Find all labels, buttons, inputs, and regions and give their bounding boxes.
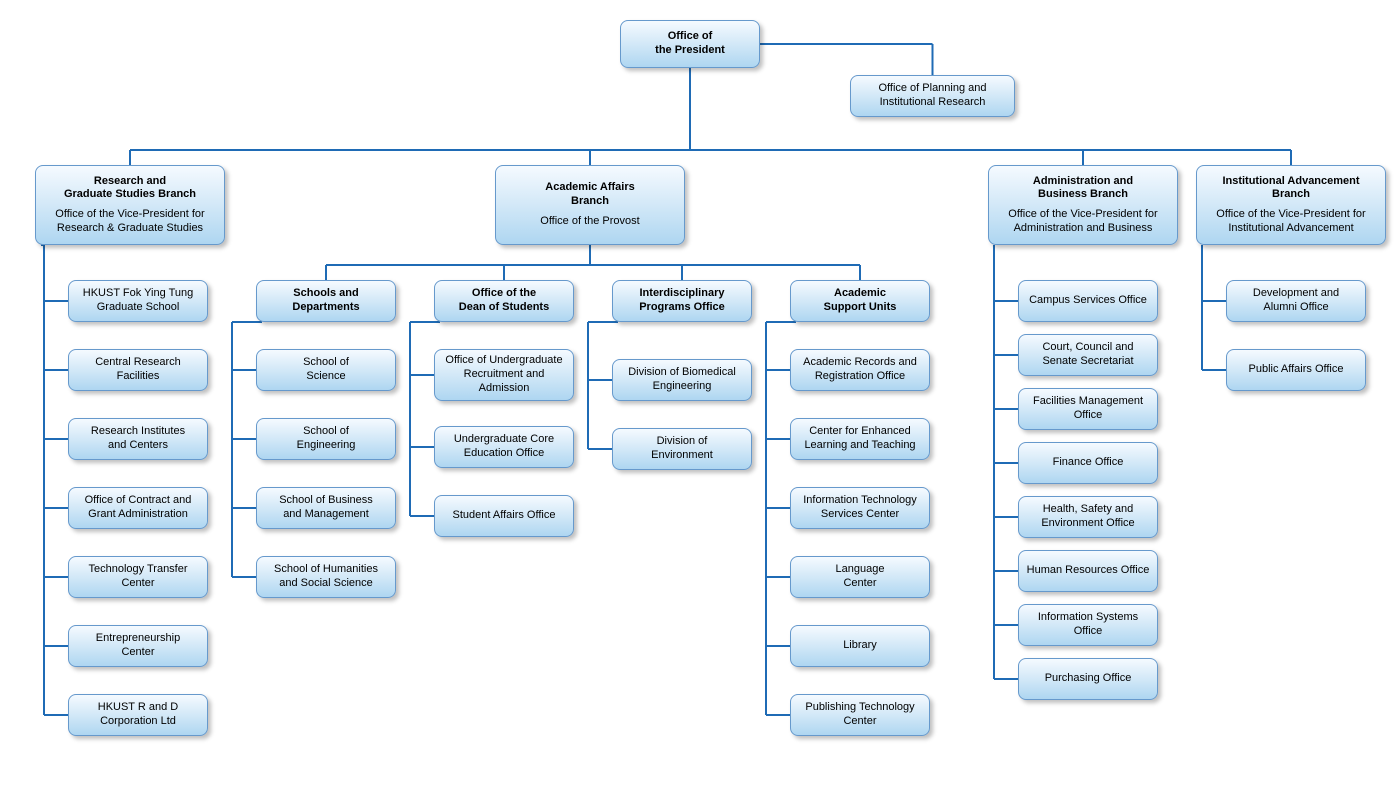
child-advance-1-label: Public Affairs Office xyxy=(1249,363,1344,377)
child-academic-1-0: Office of UndergraduateRecruitment andAd… xyxy=(434,349,574,401)
child-academic-3-2-label: Information TechnologyServices Center xyxy=(803,494,917,522)
org-chart-connectors xyxy=(0,0,1400,812)
child-research-2-label: Research Institutesand Centers xyxy=(91,425,185,453)
branch-research-sublabel: Office of the Vice-President forResearch… xyxy=(55,208,204,236)
child-advance-1: Public Affairs Office xyxy=(1226,349,1366,391)
child-research-6-label: HKUST R and DCorporation Ltd xyxy=(98,701,179,729)
side-planning-label: Office of Planning andInstitutional Rese… xyxy=(878,82,986,110)
subgroup-academic-1-label: Office of theDean of Students xyxy=(459,287,549,315)
child-academic-0-0: School ofScience xyxy=(256,349,396,391)
child-research-0-label: HKUST Fok Ying TungGraduate School xyxy=(83,287,193,315)
child-academic-1-2: Student Affairs Office xyxy=(434,495,574,537)
child-academic-3-1: Center for EnhancedLearning and Teaching xyxy=(790,418,930,460)
child-admin-2: Facilities ManagementOffice xyxy=(1018,388,1158,430)
branch-academic-label: Academic AffairsBranch xyxy=(545,181,634,209)
branch-advance-sublabel: Office of the Vice-President forInstitut… xyxy=(1216,208,1365,236)
child-research-1-label: Central ResearchFacilities xyxy=(95,356,181,384)
child-academic-0-1: School ofEngineering xyxy=(256,418,396,460)
child-research-4: Technology TransferCenter xyxy=(68,556,208,598)
branch-admin-label: Administration andBusiness Branch xyxy=(1033,175,1133,203)
child-admin-6: Information Systems Office xyxy=(1018,604,1158,646)
child-academic-3-4-label: Library xyxy=(843,639,877,653)
child-academic-1-1: Undergraduate CoreEducation Office xyxy=(434,426,574,468)
child-advance-0: Development andAlumni Office xyxy=(1226,280,1366,322)
branch-research-label: Research andGraduate Studies Branch xyxy=(64,175,196,203)
child-research-3: Office of Contract andGrant Administrati… xyxy=(68,487,208,529)
child-research-6: HKUST R and DCorporation Ltd xyxy=(68,694,208,736)
root-president: Office ofthe President xyxy=(620,20,760,68)
branch-academic-sublabel: Office of the Provost xyxy=(540,215,639,229)
child-research-0: HKUST Fok Ying TungGraduate School xyxy=(68,280,208,322)
child-admin-7: Purchasing Office xyxy=(1018,658,1158,700)
child-academic-3-5: Publishing TechnologyCenter xyxy=(790,694,930,736)
child-admin-3-label: Finance Office xyxy=(1053,456,1124,470)
child-academic-1-0-label: Office of UndergraduateRecruitment andAd… xyxy=(445,354,562,395)
child-research-4-label: Technology TransferCenter xyxy=(88,563,187,591)
child-academic-0-3-label: School of Humanitiesand Social Science xyxy=(274,563,378,591)
child-admin-2-label: Facilities ManagementOffice xyxy=(1033,395,1143,423)
child-academic-3-2: Information TechnologyServices Center xyxy=(790,487,930,529)
child-admin-4: Health, Safety andEnvironment Office xyxy=(1018,496,1158,538)
child-admin-6-label: Information Systems Office xyxy=(1025,611,1151,639)
child-research-3-label: Office of Contract andGrant Administrati… xyxy=(85,494,192,522)
child-academic-2-1-label: Division ofEnvironment xyxy=(651,435,713,463)
child-academic-3-3: LanguageCenter xyxy=(790,556,930,598)
child-academic-3-3-label: LanguageCenter xyxy=(836,563,885,591)
child-academic-3-5-label: Publishing TechnologyCenter xyxy=(805,701,914,729)
child-academic-3-0-label: Academic Records andRegistration Office xyxy=(803,356,917,384)
child-research-2: Research Institutesand Centers xyxy=(68,418,208,460)
child-admin-0-label: Campus Services Office xyxy=(1029,294,1147,308)
child-academic-3-1-label: Center for EnhancedLearning and Teaching xyxy=(804,425,915,453)
branch-advance-label: Institutional AdvancementBranch xyxy=(1222,175,1359,203)
child-admin-4-label: Health, Safety andEnvironment Office xyxy=(1041,503,1134,531)
root-president-label: Office ofthe President xyxy=(655,30,725,58)
subgroup-academic-2-label: InterdisciplinaryPrograms Office xyxy=(639,287,725,315)
child-academic-2-0: Division of BiomedicalEngineering xyxy=(612,359,752,401)
child-research-5-label: EntrepreneurshipCenter xyxy=(96,632,180,660)
child-admin-7-label: Purchasing Office xyxy=(1045,672,1132,686)
subgroup-academic-2: InterdisciplinaryPrograms Office xyxy=(612,280,752,322)
child-academic-0-2-label: School of Businessand Management xyxy=(279,494,373,522)
side-planning: Office of Planning andInstitutional Rese… xyxy=(850,75,1015,117)
child-research-5: EntrepreneurshipCenter xyxy=(68,625,208,667)
branch-advance: Institutional AdvancementBranch Office of… xyxy=(1196,165,1386,245)
child-academic-3-4: Library xyxy=(790,625,930,667)
child-academic-0-2: School of Businessand Management xyxy=(256,487,396,529)
child-admin-1: Court, Council andSenate Secretariat xyxy=(1018,334,1158,376)
child-admin-5: Human Resources Office xyxy=(1018,550,1158,592)
child-academic-2-0-label: Division of BiomedicalEngineering xyxy=(628,366,736,394)
child-academic-0-3: School of Humanitiesand Social Science xyxy=(256,556,396,598)
child-academic-1-2-label: Student Affairs Office xyxy=(453,509,556,523)
branch-admin-sublabel: Office of the Vice-President forAdminist… xyxy=(1008,208,1157,236)
subgroup-academic-3: AcademicSupport Units xyxy=(790,280,930,322)
child-admin-3: Finance Office xyxy=(1018,442,1158,484)
child-admin-5-label: Human Resources Office xyxy=(1027,564,1150,578)
branch-research: Research andGraduate Studies Branch Offic… xyxy=(35,165,225,245)
child-admin-0: Campus Services Office xyxy=(1018,280,1158,322)
child-admin-1-label: Court, Council andSenate Secretariat xyxy=(1042,341,1133,369)
subgroup-academic-0: Schools andDepartments xyxy=(256,280,396,322)
subgroup-academic-0-label: Schools andDepartments xyxy=(292,287,359,315)
subgroup-academic-3-label: AcademicSupport Units xyxy=(824,287,897,315)
child-academic-3-0: Academic Records andRegistration Office xyxy=(790,349,930,391)
subgroup-academic-1: Office of theDean of Students xyxy=(434,280,574,322)
child-academic-0-1-label: School ofEngineering xyxy=(297,425,356,453)
child-academic-2-1: Division ofEnvironment xyxy=(612,428,752,470)
child-research-1: Central ResearchFacilities xyxy=(68,349,208,391)
child-academic-0-0-label: School ofScience xyxy=(303,356,349,384)
child-academic-1-1-label: Undergraduate CoreEducation Office xyxy=(454,433,554,461)
branch-admin: Administration andBusiness Branch Office … xyxy=(988,165,1178,245)
branch-academic: Academic AffairsBranch Office of the Prov… xyxy=(495,165,685,245)
child-advance-0-label: Development andAlumni Office xyxy=(1253,287,1339,315)
